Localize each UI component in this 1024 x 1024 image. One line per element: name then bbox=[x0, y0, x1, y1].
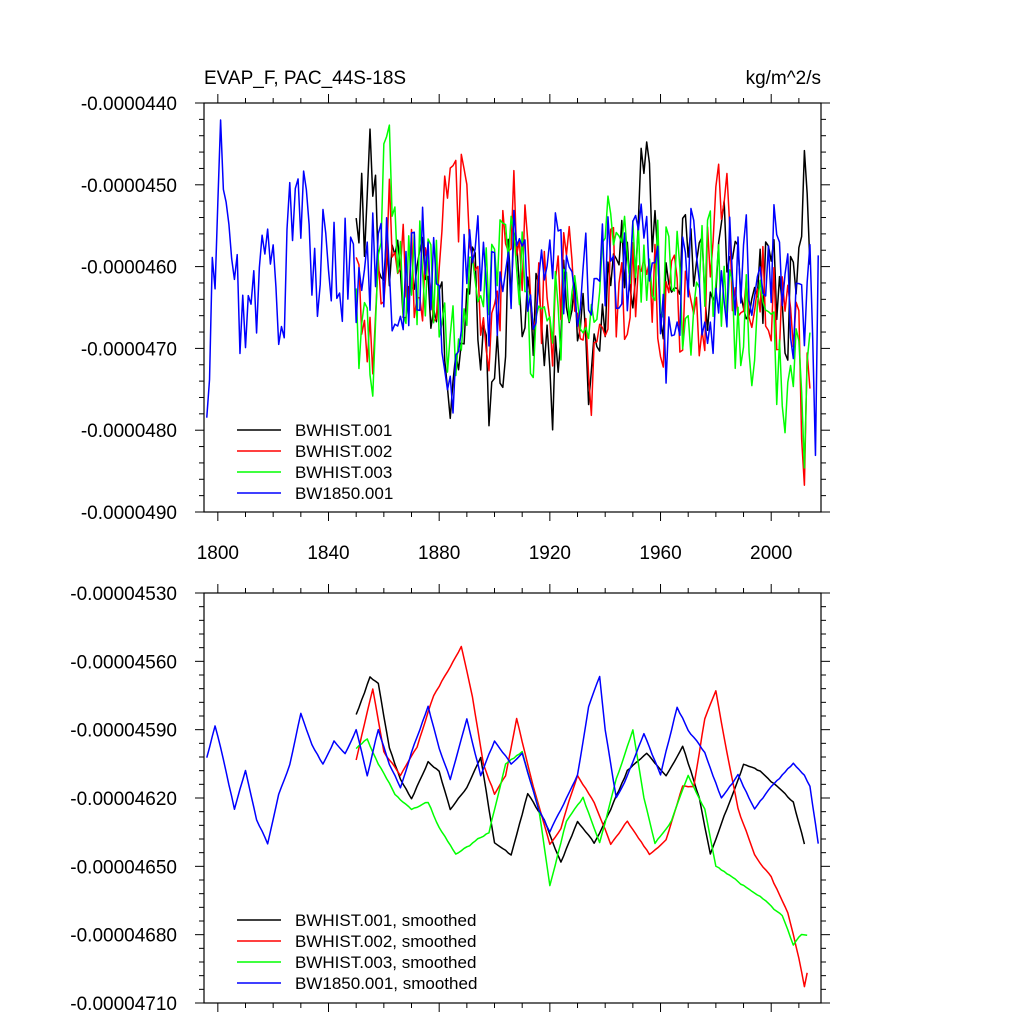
top-chart-plot-area: 1800 1840 1880 1920 1960 2000 -0.0000440 -0.000… bbox=[81, 94, 830, 564]
bottom-y-tick-label: -0.00004710 bbox=[70, 994, 177, 1015]
top-y-tick-label: -0.0000490 bbox=[81, 503, 177, 524]
top-chart-panel: EVAP_F, PAC_44S-18S kg/m^2/s 1800 1840 188… bbox=[81, 68, 830, 564]
bottom-chart-plot-area: -0.00004530 -0.00004560 -0.00004590 -0.0000… bbox=[70, 584, 830, 1015]
top-y-tick-label: -0.0000460 bbox=[81, 258, 177, 279]
top-y-tick-label: -0.0000440 bbox=[81, 94, 177, 115]
bottom-legend-label-3: BWHIST.003, smoothed bbox=[295, 953, 476, 972]
bottom-series-line-1 bbox=[355, 676, 806, 863]
top-x-tick-label: 1920 bbox=[529, 543, 571, 564]
bottom-series-line-4 bbox=[206, 675, 819, 845]
top-legend-label-4: BW1850.001 bbox=[295, 484, 393, 503]
top-y-tick-label: -0.0000470 bbox=[81, 339, 177, 360]
bottom-y-tick-label: -0.00004590 bbox=[70, 721, 177, 742]
bottom-legend-label-4: BW1850.001, smoothed bbox=[295, 974, 477, 993]
bottom-series-line-2 bbox=[355, 645, 808, 988]
top-legend-label-3: BWHIST.003 bbox=[295, 463, 392, 482]
top-x-tick-label: 1840 bbox=[307, 543, 349, 564]
top-series-line-4 bbox=[206, 119, 819, 457]
bottom-series-line-3 bbox=[355, 729, 808, 946]
bottom-y-tick-label: -0.00004620 bbox=[70, 789, 177, 810]
top-x-tick-label: 2000 bbox=[750, 543, 792, 564]
bottom-legend-label-2: BWHIST.002, smoothed bbox=[295, 932, 476, 951]
bottom-y-tick-label: -0.00004560 bbox=[70, 652, 177, 673]
bottom-legend-label-1: BWHIST.001, smoothed bbox=[295, 911, 476, 930]
top-chart-frame bbox=[203, 102, 822, 513]
bottom-chart-panel: -0.00004530 -0.00004560 -0.00004590 -0.0000… bbox=[70, 584, 830, 1015]
top-series-line-1 bbox=[355, 128, 811, 431]
bottom-y-tick-label: -0.00004530 bbox=[70, 584, 177, 605]
top-chart-units: kg/m^2/s bbox=[746, 68, 821, 89]
top-legend-label-2: BWHIST.002 bbox=[295, 442, 392, 461]
top-x-tick-label: 1800 bbox=[197, 543, 239, 564]
top-x-tick-label: 1960 bbox=[639, 543, 681, 564]
top-y-tick-label: -0.0000450 bbox=[81, 176, 177, 197]
top-chart-title: EVAP_F, PAC_44S-18S bbox=[204, 68, 406, 89]
top-x-tick-label: 1880 bbox=[418, 543, 460, 564]
top-y-tick-label: -0.0000480 bbox=[81, 421, 177, 442]
bottom-y-tick-label: -0.00004680 bbox=[70, 926, 177, 947]
bottom-y-tick-label: -0.00004650 bbox=[70, 857, 177, 878]
top-legend-label-1: BWHIST.001 bbox=[295, 421, 392, 440]
